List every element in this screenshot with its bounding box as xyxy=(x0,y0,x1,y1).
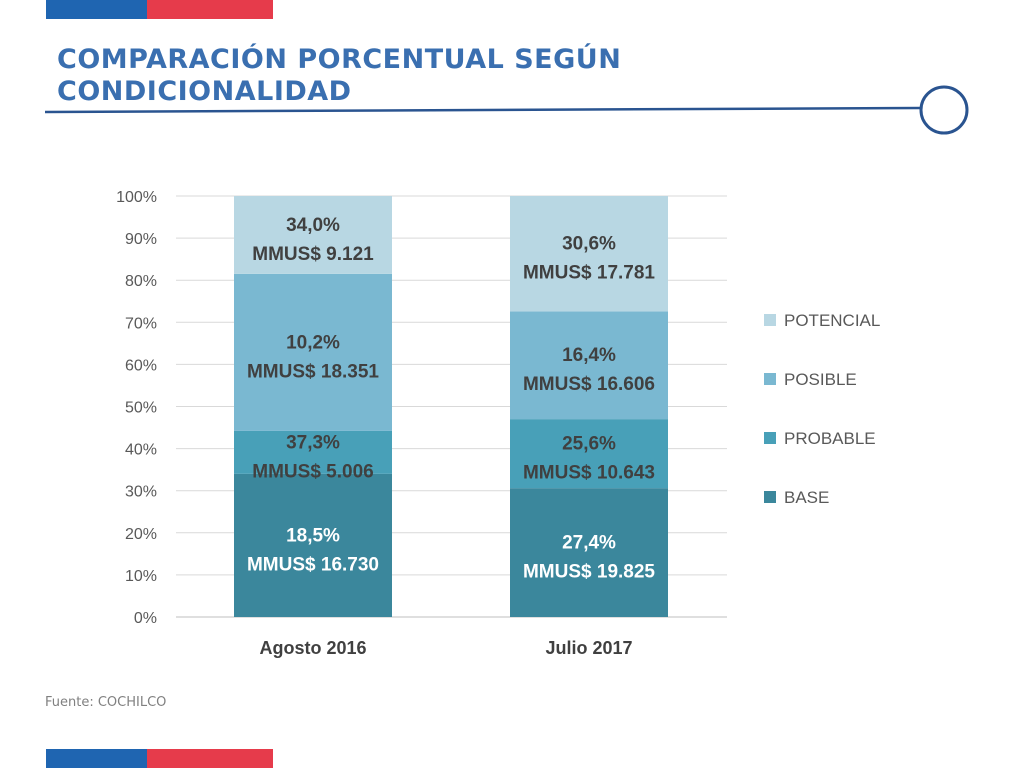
y-tick-label: 90% xyxy=(125,231,157,248)
data-label: 18,5% xyxy=(286,525,340,546)
data-label: MMUS$ 19.825 xyxy=(523,562,655,583)
data-label: 25,6% xyxy=(562,434,616,455)
legend-swatch xyxy=(764,314,776,326)
title-underline xyxy=(44,106,922,114)
x-category-label: Agosto 2016 xyxy=(259,638,366,658)
flag-stripe-top xyxy=(46,0,273,19)
y-tick-label: 100% xyxy=(116,189,157,206)
y-tick-label: 0% xyxy=(134,610,157,627)
legend-label: PROBABLE xyxy=(784,429,876,448)
data-label: MMUS$ 10.643 xyxy=(523,463,655,484)
y-tick-label: 40% xyxy=(125,442,157,459)
bar-segment xyxy=(510,488,668,617)
title-line-1: COMPARACIÓN PORCENTUAL SEGÚN xyxy=(57,44,622,75)
data-label: 34,0% xyxy=(286,215,340,236)
flag-blue-block xyxy=(46,749,147,768)
data-label: 10,2% xyxy=(286,332,340,353)
legend-label: BASE xyxy=(784,488,829,507)
data-label: 30,6% xyxy=(562,234,616,255)
source-note: Fuente: COCHILCO xyxy=(45,695,167,710)
legend-label: POSIBLE xyxy=(784,370,857,389)
bar-segment xyxy=(234,473,392,617)
x-category-label: Julio 2017 xyxy=(545,638,632,658)
data-label: MMUS$ 9.121 xyxy=(252,244,374,265)
legend-swatch xyxy=(764,491,776,503)
bar-segment xyxy=(234,430,392,474)
data-label: MMUS$ 17.781 xyxy=(523,263,655,284)
y-tick-label: 10% xyxy=(125,568,157,585)
y-tick-label: 80% xyxy=(125,273,157,290)
flag-red-block xyxy=(147,749,273,768)
stacked-bar-chart: 0% 10% 20% 30% 40% 50% 60% 70% 80% 90% 100% 18,5% MM… xyxy=(116,189,880,658)
bar-segment xyxy=(234,196,392,274)
bar-segment xyxy=(510,419,668,489)
title-ring-icon xyxy=(919,85,969,135)
legend-swatch xyxy=(764,432,776,444)
data-label: 27,4% xyxy=(562,533,616,554)
data-label: 37,3% xyxy=(286,432,340,453)
title-underline-rule xyxy=(44,85,969,135)
flag-blue-block xyxy=(46,0,147,19)
legend-swatch xyxy=(764,373,776,385)
y-tick-label: 30% xyxy=(125,484,157,501)
data-label: MMUS$ 18.351 xyxy=(247,361,379,382)
title-line-2: CONDICIONALIDAD xyxy=(57,76,352,107)
page-title: COMPARACIÓN PORCENTUAL SEGÚN CONDICIONAL… xyxy=(57,44,621,108)
data-label: MMUS$ 16.730 xyxy=(247,554,379,575)
data-label: MMUS$ 16.606 xyxy=(523,374,655,395)
bar-segment xyxy=(510,311,668,420)
y-tick-label: 70% xyxy=(125,315,157,332)
bar-segment xyxy=(510,196,668,312)
bar-segment xyxy=(234,273,392,431)
legend-label: POTENCIAL xyxy=(784,311,880,330)
data-label: MMUS$ 5.006 xyxy=(252,461,373,482)
y-tick-label: 60% xyxy=(125,357,157,374)
y-tick-label: 50% xyxy=(125,400,157,417)
data-label: 16,4% xyxy=(562,345,616,366)
y-tick-label: 20% xyxy=(125,526,157,543)
flag-stripe-bottom xyxy=(46,749,273,768)
flag-red-block xyxy=(147,0,273,19)
